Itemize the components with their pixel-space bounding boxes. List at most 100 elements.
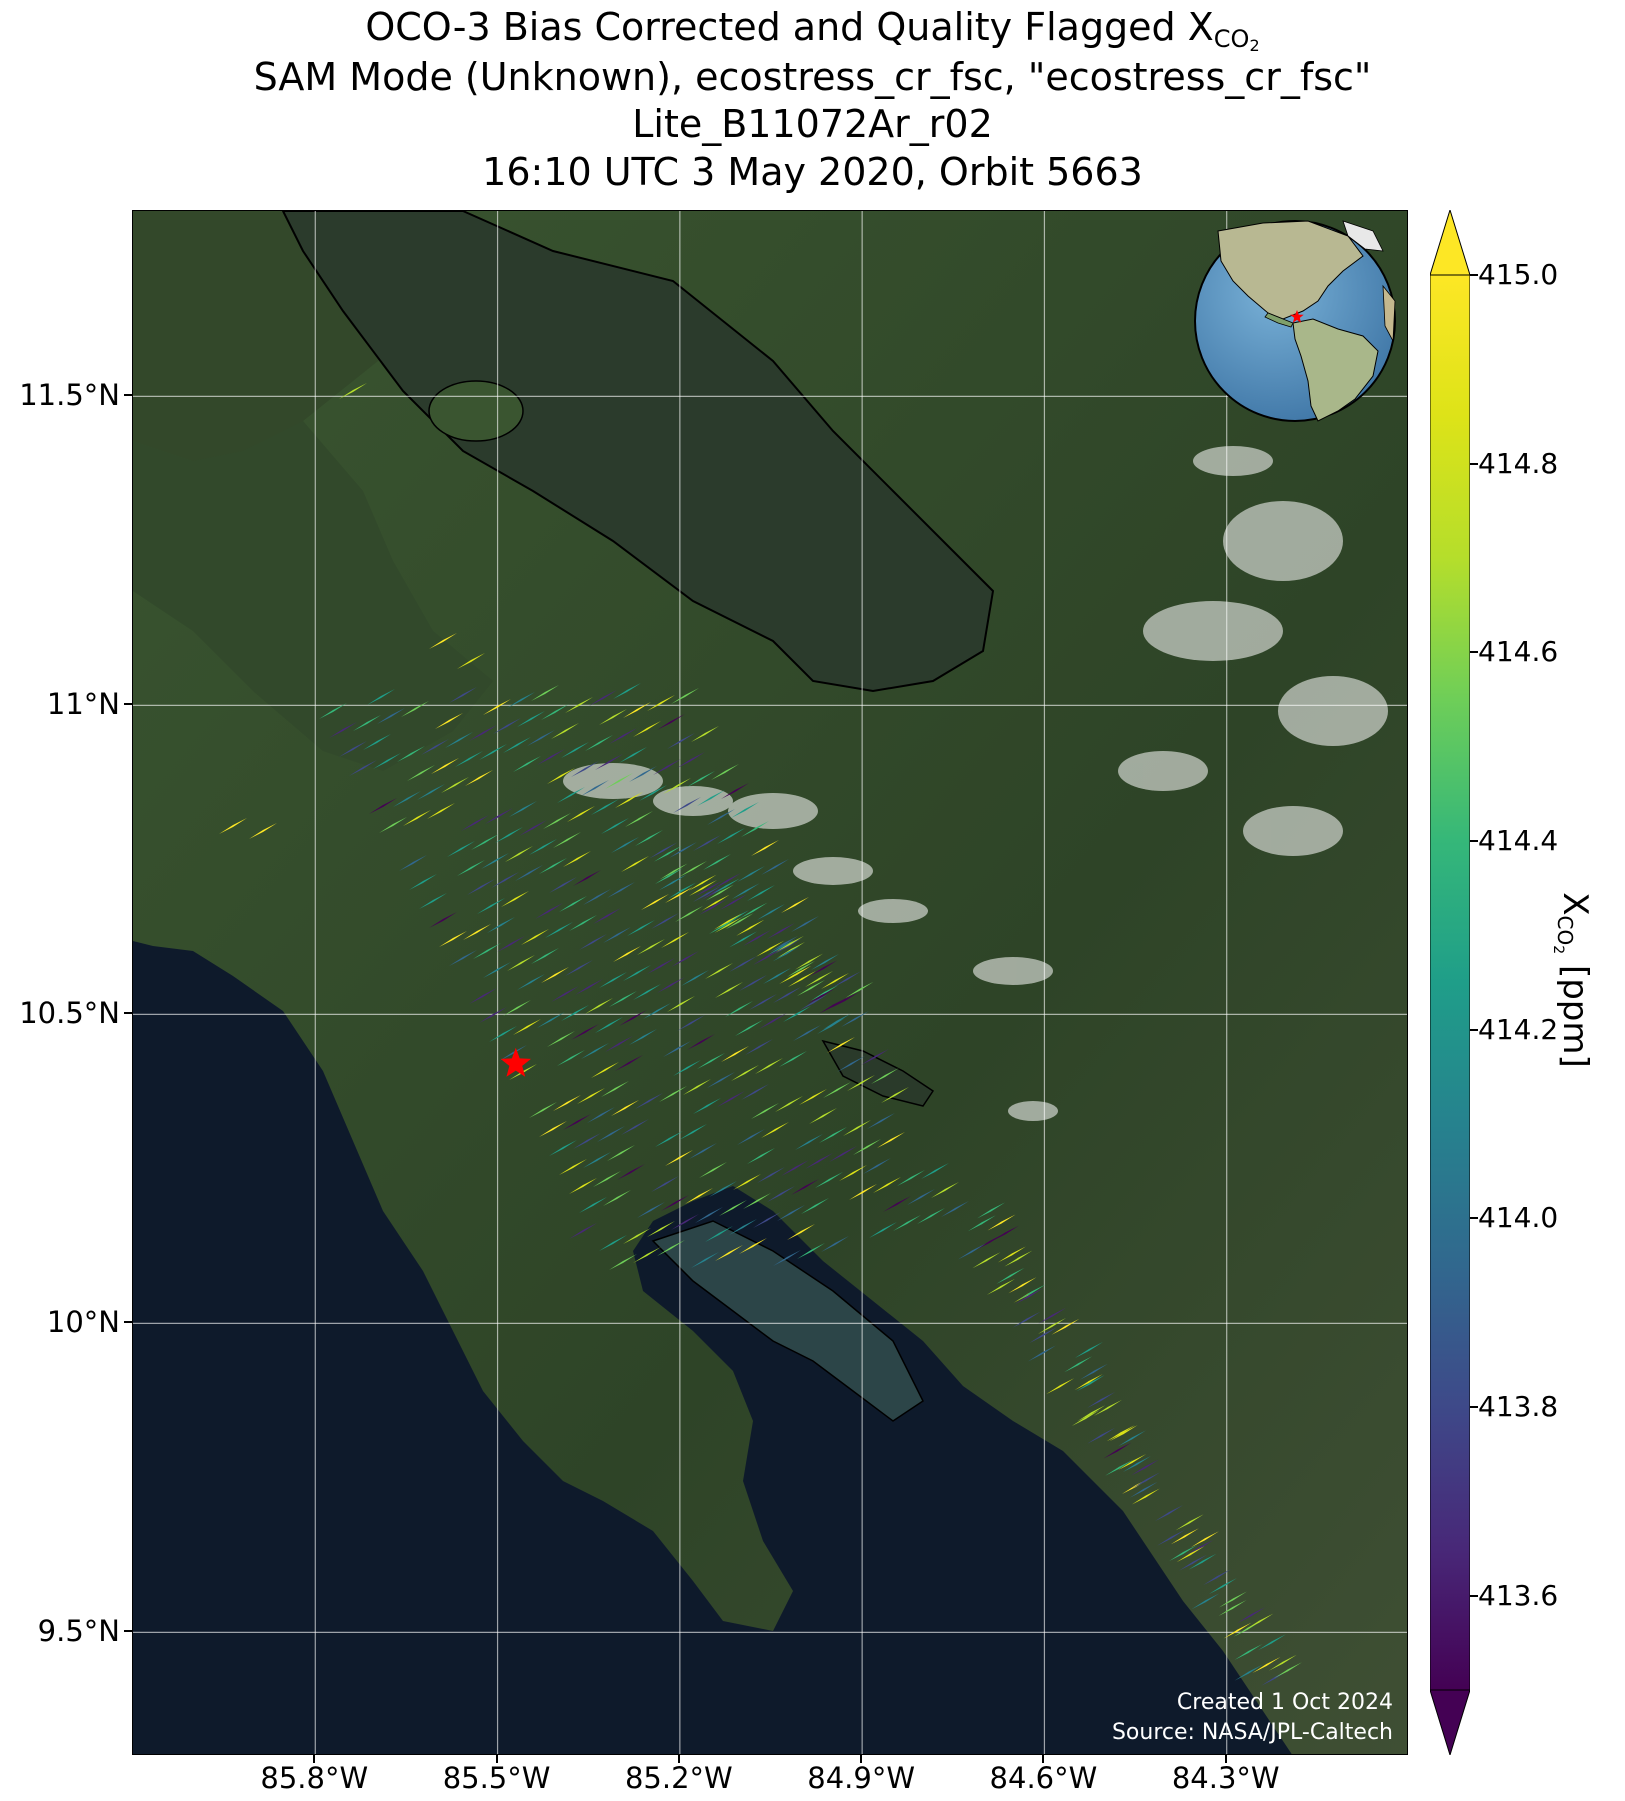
xco2-sounding bbox=[457, 860, 485, 876]
xco2-sounding bbox=[633, 721, 661, 737]
xco2-sounding bbox=[863, 1158, 891, 1174]
xco2-sounding bbox=[987, 1214, 1016, 1231]
xco2-sounding bbox=[407, 765, 435, 781]
map-panel[interactable] bbox=[132, 210, 1408, 1755]
xco2-sounding bbox=[515, 865, 543, 881]
xco2-sounding bbox=[967, 1215, 996, 1232]
lat-tick-mark bbox=[124, 1630, 132, 1633]
map-canvas bbox=[133, 211, 1407, 1754]
lon-tick-mark bbox=[677, 1755, 680, 1763]
xco2-sounding bbox=[599, 972, 627, 988]
xco2-sounding bbox=[761, 1122, 789, 1138]
xco2-sounding bbox=[639, 785, 667, 801]
colorbar-tick-mark bbox=[1470, 1406, 1478, 1408]
xco2-sounding bbox=[601, 818, 629, 834]
colorbar-tick-mark bbox=[1470, 1217, 1478, 1220]
lon-tick-mark bbox=[1042, 1755, 1045, 1763]
xco2-sounding bbox=[1218, 1599, 1247, 1616]
xco2-sounding bbox=[535, 903, 563, 919]
xco2-sounding bbox=[709, 918, 737, 934]
xco2-sounding bbox=[637, 1202, 665, 1218]
xco2-sounding bbox=[715, 982, 743, 998]
xco2-sounding bbox=[583, 889, 611, 905]
target-star-marker bbox=[500, 1047, 531, 1077]
xco2-sounding bbox=[881, 1087, 909, 1103]
xco2-sounding bbox=[1157, 1529, 1186, 1546]
xco2-sounding bbox=[587, 1107, 615, 1123]
xco2-sounding bbox=[537, 749, 565, 765]
xco2-sounding bbox=[469, 725, 497, 741]
xco2-sounding bbox=[1037, 1318, 1066, 1335]
xco2-sounding bbox=[573, 1133, 601, 1149]
xco2-sounding bbox=[621, 856, 649, 872]
xco2-sounding bbox=[1103, 1442, 1132, 1459]
xco2-sounding bbox=[703, 854, 731, 870]
colorbar-tick-label: 414.8 bbox=[1478, 446, 1559, 480]
xco2-sounding bbox=[353, 715, 381, 731]
xco2-sounding bbox=[531, 685, 559, 701]
xco2-sounding bbox=[551, 723, 579, 739]
lat-tick-mark bbox=[124, 703, 132, 706]
xco2-sounding bbox=[507, 955, 535, 971]
xco2-sounding bbox=[729, 956, 757, 972]
xco2-sounding bbox=[529, 1102, 557, 1118]
xco2-sounding bbox=[1064, 1356, 1093, 1373]
xco2-sounding bbox=[609, 1254, 637, 1270]
globe-africa-edge bbox=[1382, 284, 1396, 343]
xco2-sounding bbox=[1093, 1399, 1122, 1416]
xco2-sounding bbox=[737, 866, 765, 882]
xco2-sounding bbox=[541, 967, 569, 983]
xco2-sounding bbox=[409, 874, 437, 890]
xco2-sounding bbox=[1118, 1430, 1147, 1447]
xco2-sounding bbox=[569, 1223, 597, 1239]
xco2-sounding bbox=[693, 835, 721, 851]
xco2-sounding bbox=[363, 734, 391, 750]
xco2-sounding bbox=[665, 887, 693, 903]
xco2-sounding bbox=[655, 868, 683, 884]
xco2-sounding bbox=[697, 1053, 725, 1069]
xco2-sounding bbox=[759, 1013, 787, 1029]
xco2-sounding bbox=[1176, 1546, 1205, 1563]
xco2-sounding bbox=[449, 687, 477, 703]
xco2-sounding bbox=[731, 1065, 759, 1081]
xco2-sounding bbox=[569, 1178, 597, 1194]
xco2-sounding bbox=[627, 920, 655, 936]
lon-tick-label: 84.6°W bbox=[989, 1761, 1098, 1795]
xco2-sounding bbox=[1012, 1311, 1041, 1328]
xco2-sounding bbox=[799, 1089, 827, 1105]
xco2-sounding bbox=[975, 1234, 1004, 1251]
xco2-sounding bbox=[729, 1219, 757, 1235]
xco2-sounding bbox=[643, 1003, 671, 1019]
xco2-sounding bbox=[811, 954, 839, 970]
xco2-sounding bbox=[369, 798, 397, 814]
xco2-sounding bbox=[977, 1202, 1006, 1219]
xco2-sounding bbox=[691, 1252, 719, 1268]
colorbar-tick-label: 414.4 bbox=[1478, 824, 1559, 857]
xco2-sounding bbox=[715, 1245, 743, 1261]
xco2-sounding bbox=[487, 917, 515, 933]
xco2-sounding bbox=[731, 802, 759, 818]
xco2-sounding bbox=[581, 1043, 609, 1059]
lat-tick-label: 9.5°N bbox=[37, 1614, 120, 1649]
land-area-nw bbox=[133, 421, 493, 771]
xco2-sounding bbox=[867, 1113, 895, 1129]
xco2-sounding bbox=[1027, 1345, 1056, 1362]
xco2-sounding bbox=[735, 1020, 763, 1036]
globe-central-america bbox=[1264, 312, 1294, 328]
xco2-sounding bbox=[641, 894, 669, 910]
xco2-sounding bbox=[705, 884, 734, 901]
xco2-sounding bbox=[427, 803, 455, 819]
lat-tick-mark bbox=[124, 394, 132, 397]
xco2-sounding bbox=[853, 1139, 881, 1155]
xco2-sounding bbox=[699, 899, 727, 915]
xco2-sounding bbox=[805, 970, 834, 987]
lon-tick-mark bbox=[313, 1755, 316, 1763]
xco2-sounding bbox=[581, 780, 609, 796]
xco2-sounding bbox=[447, 841, 475, 857]
xco2-sounding bbox=[665, 1150, 693, 1166]
xco2-sounding bbox=[687, 1034, 715, 1050]
xco2-sounding bbox=[647, 695, 675, 711]
lon-tick-mark bbox=[1224, 1755, 1227, 1763]
xco2-sounding bbox=[907, 1189, 935, 1205]
xco2-sounding bbox=[763, 968, 791, 984]
